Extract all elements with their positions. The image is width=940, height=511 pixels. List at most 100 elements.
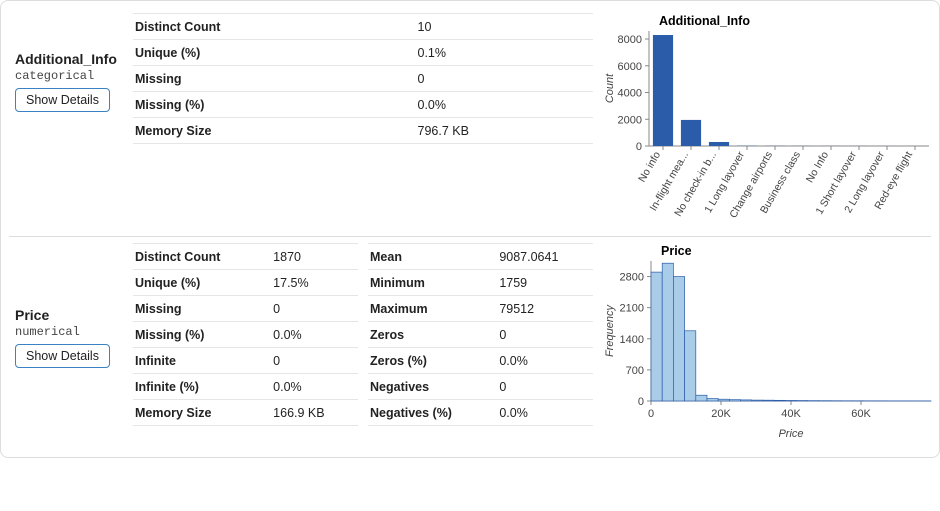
- stat-row: Missing0: [133, 296, 358, 322]
- stat-value: 166.9 KB: [271, 400, 358, 426]
- y-axis-label: Frequency: [604, 304, 616, 357]
- stat-row: Distinct Count10: [133, 14, 593, 40]
- stat-label: Zeros (%): [368, 348, 497, 374]
- stat-row: Zeros (%)0.0%: [368, 348, 593, 374]
- stat-row: Missing (%)0.0%: [133, 92, 593, 118]
- hist-bar: [752, 400, 763, 401]
- variable-section-additional-info: Additional_Info categorical Show Details…: [9, 9, 931, 234]
- stat-row: Zeros0: [368, 322, 593, 348]
- stat-value: 0: [271, 296, 358, 322]
- y-tick-label: 2800: [620, 272, 644, 284]
- stat-label: Missing (%): [133, 92, 416, 118]
- stat-value: 0.0%: [497, 348, 593, 374]
- stat-row: Memory Size796.7 KB: [133, 118, 593, 144]
- y-tick-label: 4000: [618, 88, 642, 100]
- hist-bar: [741, 400, 752, 401]
- hist-bar: [763, 400, 774, 401]
- stat-row: Memory Size166.9 KB: [133, 400, 358, 426]
- hist-bar: [774, 400, 785, 401]
- x-tick-label: 60K: [851, 408, 871, 420]
- x-axis-label: Price: [778, 428, 803, 440]
- stat-label: Memory Size: [133, 400, 271, 426]
- stat-value: 0.0%: [271, 322, 358, 348]
- hist-bar: [718, 399, 729, 401]
- y-tick-label: 0: [636, 141, 642, 153]
- stat-row: Maximum79512: [368, 296, 593, 322]
- stat-label: Distinct Count: [133, 244, 271, 270]
- chart-title: Price: [661, 244, 692, 258]
- stat-row: Infinite0: [133, 348, 358, 374]
- stat-label: Mean: [368, 244, 497, 270]
- x-tick-label: 40K: [781, 408, 801, 420]
- section-divider: [9, 236, 931, 237]
- hist-bar: [662, 263, 673, 401]
- stats-table: Distinct Count10Unique (%)0.1%Missing0Mi…: [133, 13, 593, 144]
- stat-label: Infinite: [133, 348, 271, 374]
- bar: [653, 35, 673, 146]
- show-details-button[interactable]: Show Details: [15, 344, 110, 368]
- hist-bar: [651, 272, 662, 401]
- profile-panel: Additional_Info categorical Show Details…: [0, 0, 940, 458]
- stat-label: Memory Size: [133, 118, 416, 144]
- stat-label: Negatives (%): [368, 400, 497, 426]
- y-tick-label: 2100: [620, 303, 644, 315]
- variable-name: Additional_Info: [15, 51, 125, 67]
- histogram-chart: Price0700140021002800Frequency020K40K60K…: [601, 243, 939, 447]
- x-tick-label: No info: [636, 149, 663, 184]
- chart-title: Additional_Info: [659, 14, 750, 28]
- x-tick-label: 20K: [711, 408, 731, 420]
- stat-label: Minimum: [368, 270, 497, 296]
- stat-label: Missing (%): [133, 322, 271, 348]
- stat-value: 9087.0641: [497, 244, 593, 270]
- stat-label: Distinct Count: [133, 14, 416, 40]
- chart-price: Price0700140021002800Frequency020K40K60K…: [601, 243, 939, 447]
- stat-row: Missing0: [133, 66, 593, 92]
- stat-label: Infinite (%): [133, 374, 271, 400]
- stat-value: 0: [271, 348, 358, 374]
- variable-header: Additional_Info categorical Show Details: [15, 13, 125, 112]
- hist-bar: [673, 277, 684, 401]
- stat-label: Unique (%): [133, 40, 416, 66]
- chart-additional-info: Additional_Info02000400060008000CountNo …: [601, 13, 935, 228]
- stat-label: Missing: [133, 66, 416, 92]
- stat-label: Negatives: [368, 374, 497, 400]
- stat-value: 10: [416, 14, 594, 40]
- variable-type: categorical: [15, 69, 125, 83]
- x-tick-label: No Info: [804, 149, 831, 184]
- y-tick-label: 0: [638, 396, 644, 408]
- stats-table: Distinct Count1870Unique (%)17.5%Missing…: [133, 243, 593, 426]
- stat-value: 0: [416, 66, 594, 92]
- y-tick-label: 1400: [620, 334, 644, 346]
- hist-bar: [707, 399, 718, 401]
- hist-bar: [685, 331, 696, 401]
- stat-value: 0: [497, 322, 593, 348]
- stat-value: 0.0%: [497, 400, 593, 426]
- stat-value: 0: [497, 374, 593, 400]
- stat-label: Maximum: [368, 296, 497, 322]
- bar-chart: Additional_Info02000400060008000CountNo …: [601, 13, 935, 228]
- hist-bar: [696, 395, 707, 401]
- stat-value: 1759: [497, 270, 593, 296]
- stat-value: 0.0%: [416, 92, 594, 118]
- show-details-button[interactable]: Show Details: [15, 88, 110, 112]
- y-tick-label: 8000: [618, 34, 642, 46]
- stat-row: Unique (%)0.1%: [133, 40, 593, 66]
- x-tick-label: 0: [648, 408, 654, 420]
- stat-value: 796.7 KB: [416, 118, 594, 144]
- variable-header: Price numerical Show Details: [15, 243, 125, 368]
- y-axis-label: Count: [604, 73, 616, 103]
- stat-label: Unique (%): [133, 270, 271, 296]
- y-tick-label: 2000: [618, 114, 642, 126]
- stat-row: Missing (%)0.0%: [133, 322, 358, 348]
- hist-bar: [785, 400, 796, 401]
- hist-bar: [729, 400, 740, 401]
- stat-value: 79512: [497, 296, 593, 322]
- stat-value: 1870: [271, 244, 358, 270]
- stat-row: Negatives (%)0.0%: [368, 400, 593, 426]
- stat-row: Distinct Count1870: [133, 244, 358, 270]
- variable-section-price: Price numerical Show Details Distinct Co…: [9, 239, 931, 453]
- stat-value: 17.5%: [271, 270, 358, 296]
- bar: [681, 120, 701, 146]
- stat-value: 0.1%: [416, 40, 594, 66]
- stat-value: 0.0%: [271, 374, 358, 400]
